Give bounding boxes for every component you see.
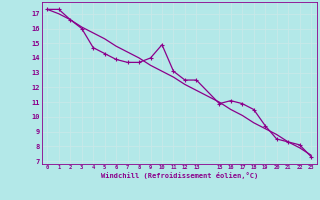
X-axis label: Windchill (Refroidissement éolien,°C): Windchill (Refroidissement éolien,°C): [100, 172, 258, 179]
